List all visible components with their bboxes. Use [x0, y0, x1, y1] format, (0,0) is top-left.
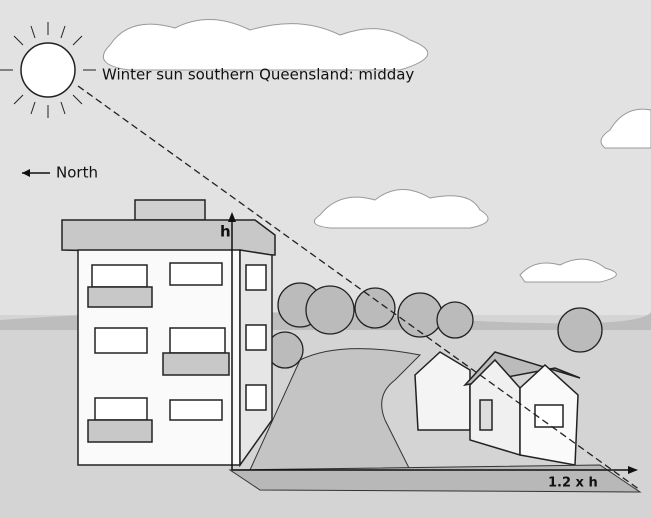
sun-label: Winter sun southern Queensland: midday [102, 66, 414, 84]
building [62, 200, 275, 465]
height-label: h [220, 223, 231, 241]
illustration: Winter sun southern Queensland: midday N… [0, 0, 651, 518]
distance-label: 1.2 x h [548, 476, 598, 491]
north-label: North [56, 164, 98, 182]
